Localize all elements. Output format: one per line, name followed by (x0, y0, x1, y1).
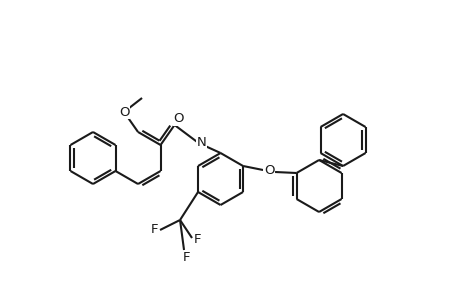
Text: O: O (173, 112, 184, 125)
Text: N: N (196, 136, 206, 149)
Text: F: F (193, 233, 200, 247)
Text: O: O (118, 106, 129, 118)
Text: F: F (182, 251, 190, 265)
Text: F: F (150, 224, 157, 236)
Text: O: O (263, 164, 274, 176)
